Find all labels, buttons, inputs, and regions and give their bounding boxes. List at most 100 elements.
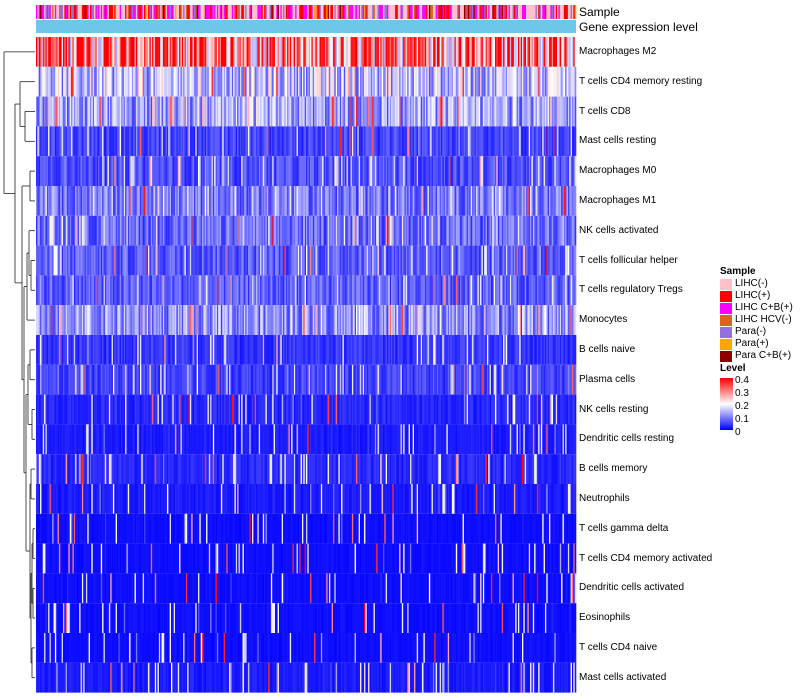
heatmap-cell [61, 275, 64, 306]
heatmap-cell [484, 275, 486, 306]
heatmap-cell [215, 37, 218, 67]
heatmap-cell [372, 156, 374, 186]
heatmap-cell [102, 275, 104, 306]
heatmap-cell [283, 335, 285, 365]
heatmap-cell [262, 96, 265, 127]
heatmap-cell [284, 186, 287, 216]
heatmap-cell [36, 66, 38, 97]
heatmap-cell [323, 66, 326, 97]
heatmap-cell [206, 66, 208, 97]
heatmap-cell [407, 215, 409, 246]
heatmap-cell [276, 335, 278, 365]
heatmap-cell [46, 245, 49, 276]
heatmap-cell [300, 37, 303, 67]
heatmap-cell [284, 37, 287, 67]
heatmap-cell [559, 186, 562, 216]
heatmap-cell [527, 215, 530, 246]
heatmap-cell [131, 335, 134, 365]
heatmap-cell [320, 215, 323, 246]
heatmap-cell [257, 275, 260, 306]
heatmap-cell [364, 215, 366, 246]
heatmap-cell [493, 305, 496, 335]
heatmap-cell [477, 66, 480, 97]
heatmap-cell [567, 66, 570, 97]
heatmap-cell [189, 245, 192, 276]
heatmap-cell [430, 37, 432, 67]
heatmap-cell [256, 126, 258, 157]
heatmap-cell [53, 215, 56, 246]
heatmap-cell [266, 335, 269, 365]
sample-annotation-cell [146, 5, 149, 19]
sample-annotation-cell [538, 5, 540, 19]
heatmap-cell [316, 96, 319, 127]
heatmap-cell [365, 245, 368, 276]
heatmap-cell [526, 66, 528, 97]
heatmap-cell [310, 37, 312, 67]
heatmap-cell [198, 215, 200, 246]
heatmap-cell [67, 335, 69, 365]
heatmap-cell [341, 186, 343, 216]
heatmap-cell [220, 215, 223, 246]
heatmap-cell [327, 156, 330, 186]
heatmap-cell [523, 156, 525, 186]
heatmap-cell [462, 305, 465, 335]
heatmap-cell [68, 215, 71, 246]
sample-annotation-cell [454, 5, 457, 19]
heatmap-cell [455, 245, 458, 276]
heatmap-cell [272, 215, 274, 246]
heatmap-cell [280, 66, 282, 97]
heatmap-cell [493, 186, 496, 216]
heatmap-cell [368, 66, 370, 97]
heatmap-cell [447, 126, 450, 157]
heatmap-cell [345, 186, 347, 216]
heatmap-cell [160, 156, 162, 186]
heatmap-cell [466, 245, 469, 276]
sample-annotation-cell [445, 5, 447, 19]
heatmap-cell [191, 335, 193, 365]
sample-annotation-cell [148, 5, 150, 19]
heatmap-cell [335, 335, 338, 365]
heatmap-cell [150, 37, 153, 67]
heatmap-cell [141, 186, 143, 216]
heatmap-cell [540, 275, 543, 306]
heatmap-cell [416, 37, 419, 67]
heatmap-cell [304, 275, 307, 306]
heatmap-cell [434, 335, 436, 365]
heatmap-cell [544, 245, 547, 276]
heatmap-cell [293, 126, 296, 157]
sample-annotation-cell [427, 5, 430, 19]
heatmap-cell [81, 66, 84, 97]
heatmap-cell [48, 186, 50, 216]
heatmap-cell [212, 245, 215, 276]
sample-annotation-cell [214, 5, 216, 19]
sample-annotation-cell [118, 5, 120, 19]
heatmap-cell [214, 245, 216, 276]
heatmap-cell [175, 335, 177, 365]
heatmap-cell [157, 215, 160, 246]
heatmap-cell [441, 126, 443, 157]
heatmap-cell [249, 156, 251, 186]
heatmap-cell [481, 96, 484, 127]
heatmap-cell [145, 186, 147, 216]
heatmap-cell [168, 215, 170, 246]
heatmap-cell [424, 37, 427, 67]
heatmap-cell [542, 156, 544, 186]
heatmap-cell [106, 96, 108, 127]
heatmap-cell [411, 66, 413, 97]
heatmap-cell [364, 96, 366, 127]
heatmap-cell [110, 66, 112, 97]
heatmap-cell [187, 245, 189, 276]
heatmap-cell [272, 335, 274, 365]
heatmap-cell [269, 335, 272, 365]
heatmap-cell [355, 275, 358, 306]
heatmap-cell [40, 215, 42, 246]
heatmap-cell [111, 215, 114, 246]
heatmap-cell [36, 126, 38, 157]
heatmap-cell [315, 245, 318, 276]
heatmap-cell [73, 126, 76, 157]
heatmap-cell [52, 186, 54, 216]
heatmap-cell [98, 364, 100, 395]
heatmap-cell [127, 275, 130, 306]
heatmap-cell [296, 96, 299, 127]
heatmap-cell [492, 37, 494, 67]
